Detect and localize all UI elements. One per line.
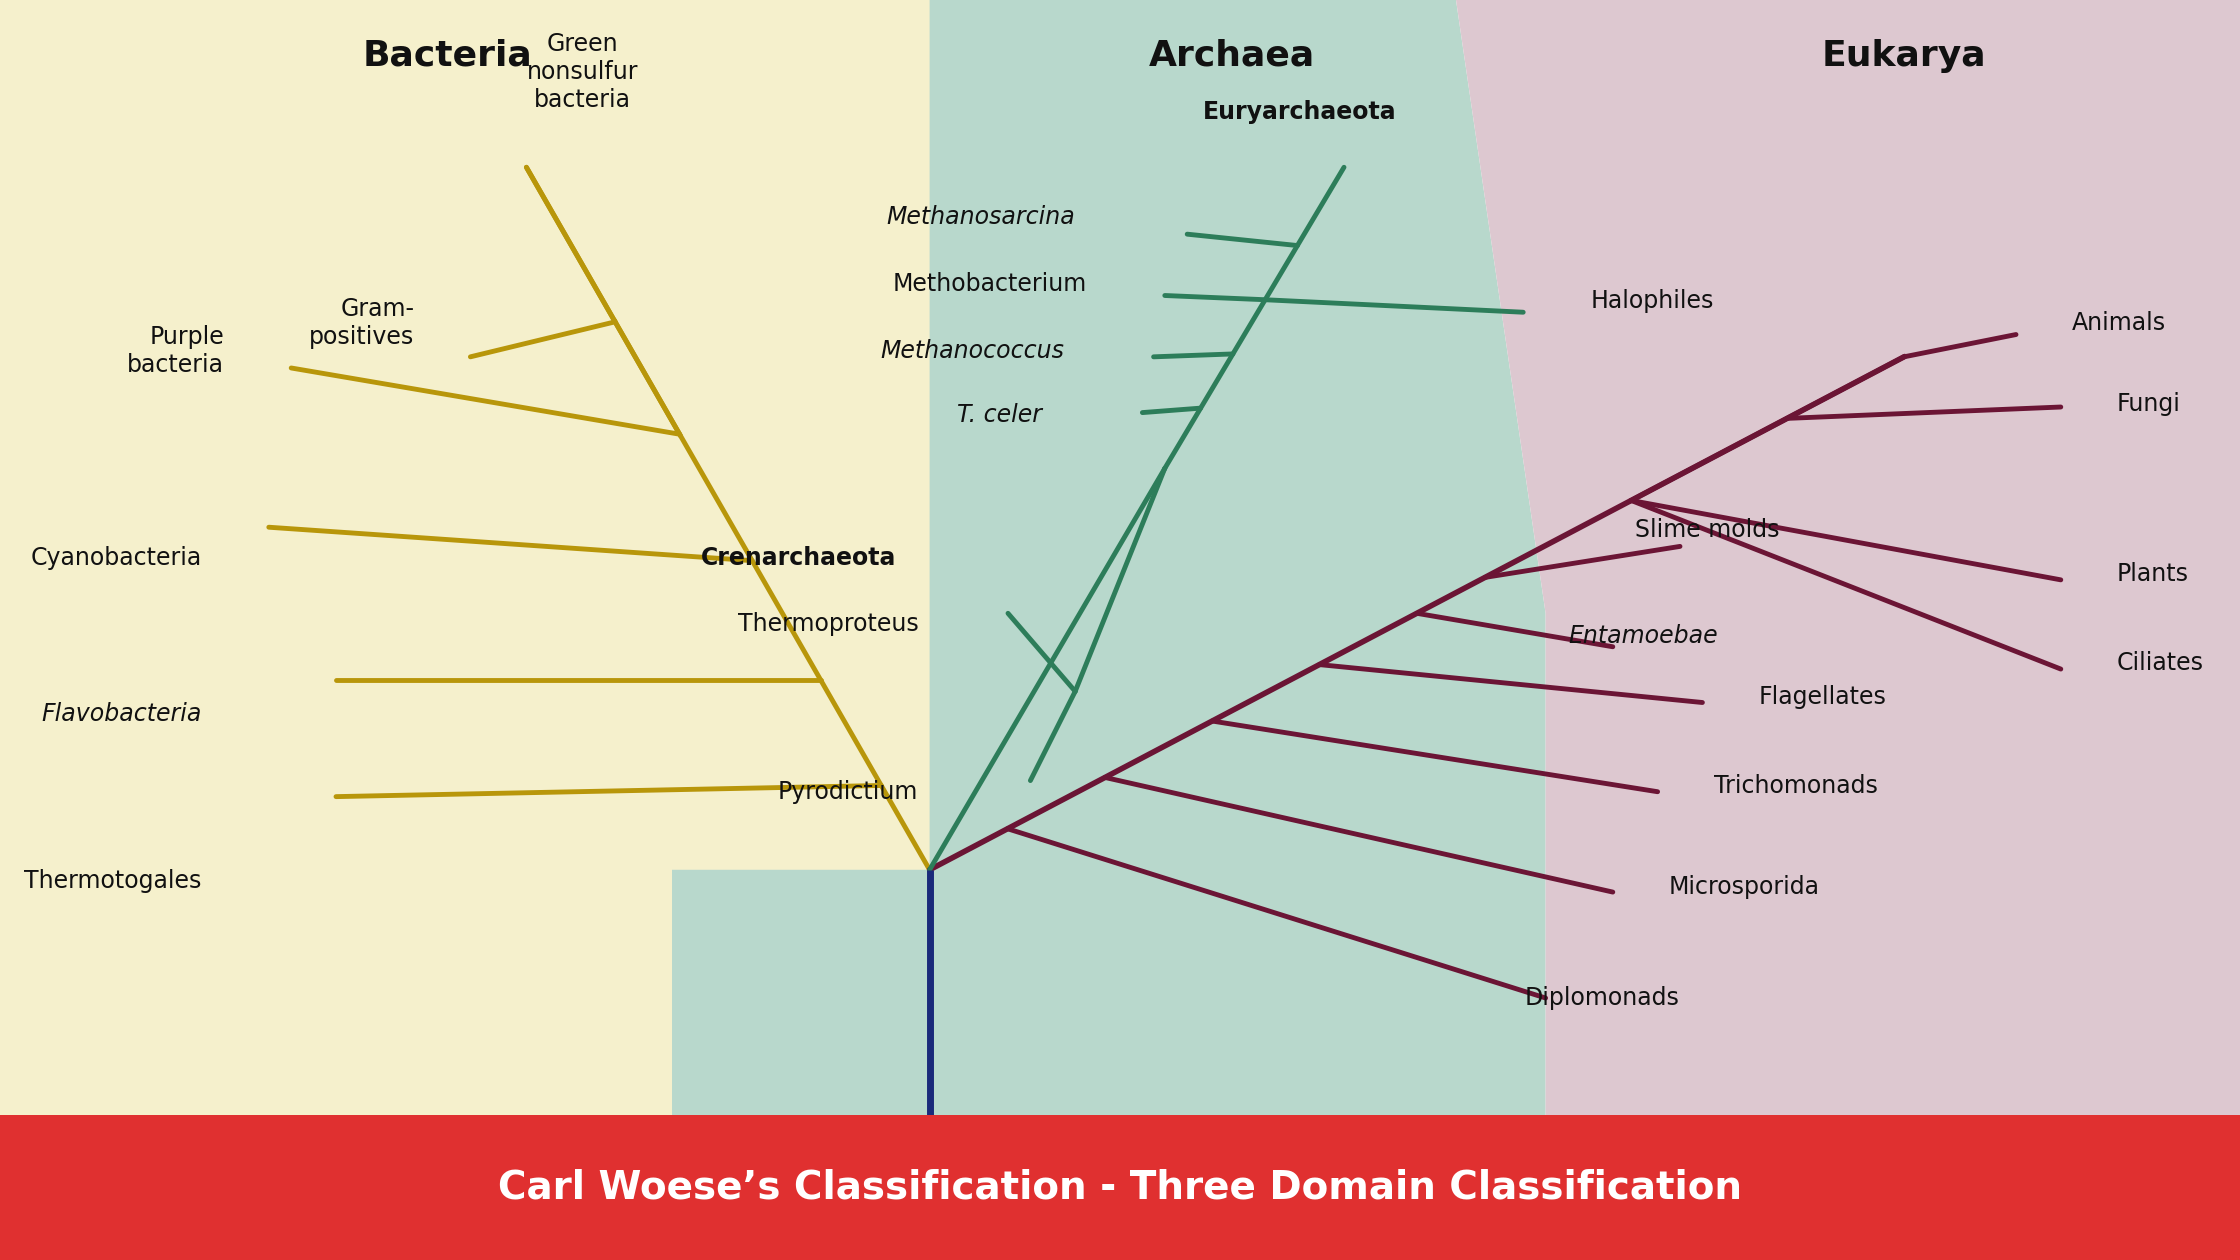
Text: Methobacterium: Methobacterium — [892, 272, 1086, 296]
Text: Slime molds: Slime molds — [1635, 518, 1781, 542]
Text: Fungi: Fungi — [2117, 392, 2182, 416]
Text: Flavobacteria: Flavobacteria — [40, 702, 202, 726]
Text: Microsporida: Microsporida — [1669, 874, 1819, 898]
Text: Diplomonads: Diplomonads — [1523, 987, 1680, 1011]
Text: Halophiles: Halophiles — [1590, 289, 1714, 312]
Text: T. celer: T. celer — [956, 403, 1042, 427]
Text: Animals: Animals — [2072, 311, 2166, 335]
Text: Archaea: Archaea — [1149, 39, 1315, 73]
Text: Purple
bacteria: Purple bacteria — [128, 325, 224, 377]
Text: Gram-
positives: Gram- positives — [309, 297, 414, 349]
Text: Methanococcus: Methanococcus — [880, 339, 1064, 363]
Text: Bacteria: Bacteria — [363, 39, 533, 73]
Polygon shape — [672, 0, 1546, 1115]
Text: Eukarya: Eukarya — [1821, 39, 1987, 73]
Text: Crenarchaeota: Crenarchaeota — [701, 546, 896, 570]
Polygon shape — [0, 0, 930, 1115]
Text: Cyanobacteria: Cyanobacteria — [31, 546, 202, 570]
Text: Euryarchaeota: Euryarchaeota — [1203, 100, 1396, 123]
Text: Plants: Plants — [2117, 562, 2188, 586]
Text: Green
nonsulfur
bacteria: Green nonsulfur bacteria — [526, 32, 638, 112]
Text: Entamoebae: Entamoebae — [1568, 624, 1718, 648]
Polygon shape — [1456, 0, 2240, 1115]
Text: Trichomonads: Trichomonads — [1714, 774, 1877, 798]
Text: Ciliates: Ciliates — [2117, 651, 2204, 675]
Text: Pyrodictium: Pyrodictium — [777, 780, 918, 804]
Text: Thermotogales: Thermotogales — [25, 869, 202, 893]
Text: Flagellates: Flagellates — [1758, 685, 1886, 709]
Text: Carl Woese’s Classification - Three Domain Classification: Carl Woese’s Classification - Three Doma… — [497, 1168, 1743, 1207]
Text: Thermoproteus: Thermoproteus — [737, 612, 918, 636]
Text: Methanosarcina: Methanosarcina — [887, 205, 1075, 229]
